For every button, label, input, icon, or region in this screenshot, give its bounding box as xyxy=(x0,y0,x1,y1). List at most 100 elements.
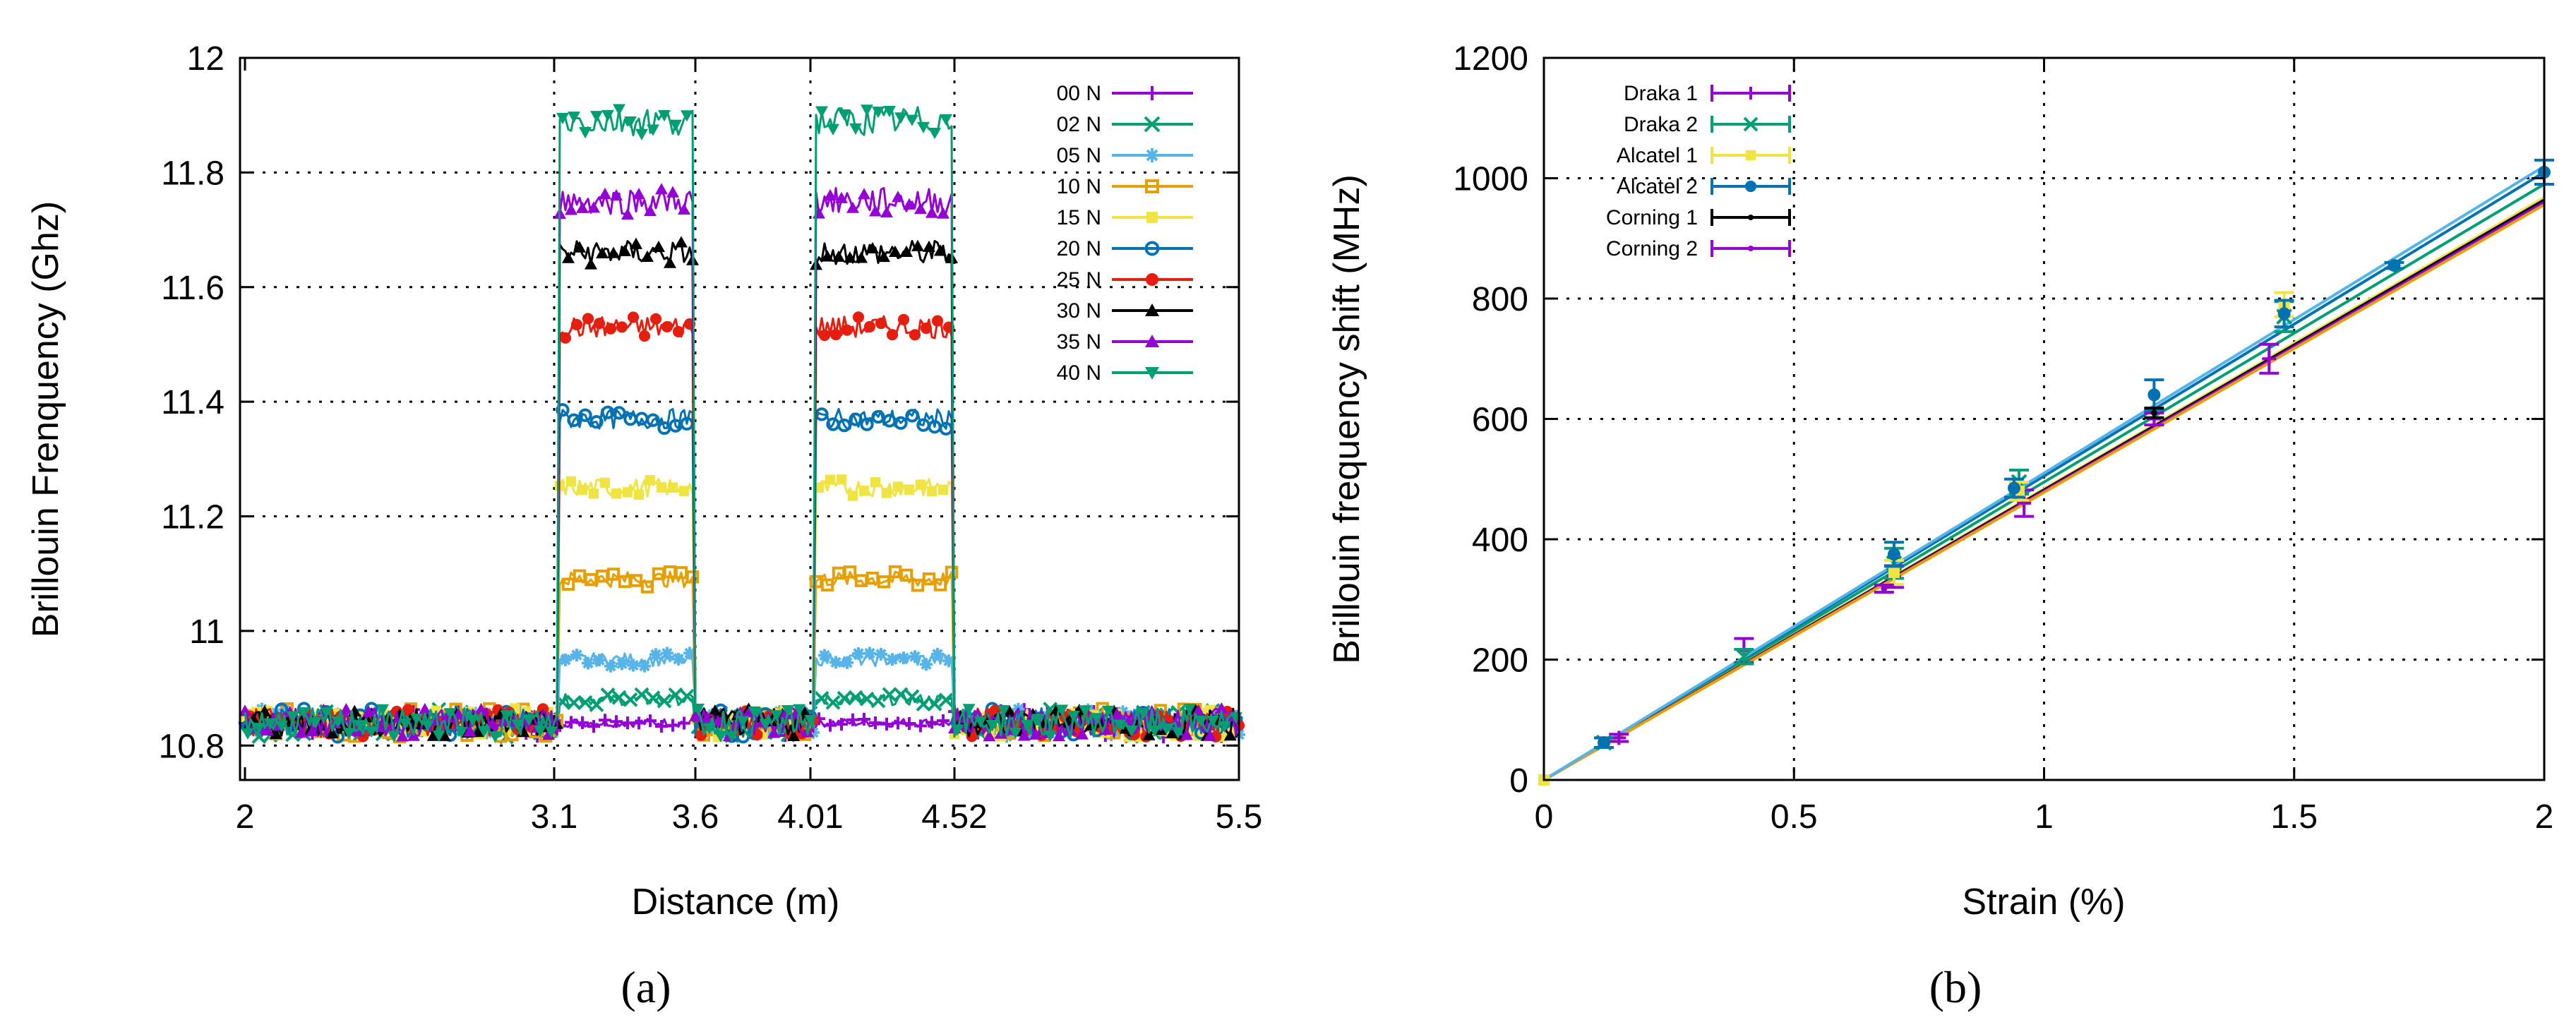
chart-a-legend-item: 40 N xyxy=(1057,361,1193,385)
data-point xyxy=(578,408,592,422)
data-point xyxy=(600,687,616,702)
legend-label: 00 N xyxy=(1057,82,1101,105)
legend-label: 05 N xyxy=(1057,144,1101,167)
data-point xyxy=(601,109,614,122)
data-point xyxy=(852,647,865,660)
data-point xyxy=(1180,728,1193,740)
data-point xyxy=(573,241,586,253)
data-point xyxy=(638,659,651,673)
data-point xyxy=(577,485,588,496)
series-line xyxy=(244,478,1240,738)
data-point xyxy=(616,321,628,333)
data-point xyxy=(297,707,311,719)
chart-b-y-axis-label: Brillouin frequency shift (MHz) xyxy=(1326,174,1367,664)
point-marker xyxy=(2388,259,2401,272)
legend-label: Draka 1 xyxy=(1624,82,1698,105)
data-point xyxy=(925,206,938,218)
point-marker xyxy=(1735,648,1752,665)
data-point xyxy=(748,706,761,719)
chart-a-y-tick-label: 11.2 xyxy=(161,499,224,536)
data-point xyxy=(1101,705,1115,717)
data-point xyxy=(852,311,865,323)
data-point xyxy=(959,711,973,723)
data-point xyxy=(832,250,845,262)
chart-b-y-tick-label: 1000 xyxy=(1453,161,1528,198)
data-point xyxy=(593,654,606,667)
data-point xyxy=(937,714,949,727)
chart-a-series-group xyxy=(239,104,1245,745)
data-point xyxy=(655,719,668,733)
data-point xyxy=(1215,702,1228,714)
data-point xyxy=(837,418,851,433)
data-point xyxy=(875,647,887,661)
data-point xyxy=(798,706,812,718)
chart-a-x-axis-label: Distance (m) xyxy=(632,882,840,923)
data-point xyxy=(443,708,457,720)
data-point xyxy=(1053,729,1066,742)
chart-a-y-axis-label: Brillouin Frenquency (Ghz) xyxy=(25,201,66,637)
data-point xyxy=(331,716,345,728)
chart-a-x-tick-label: 4.01 xyxy=(777,798,843,836)
chart-b-legend: Draka 1 Draka 2 Alcatel 1 Alcatel 2 Corning … xyxy=(1606,82,1791,260)
data-point xyxy=(645,690,661,706)
data-point xyxy=(736,716,750,728)
data-point xyxy=(951,724,964,736)
data-point xyxy=(633,188,645,200)
fit-line-extra-1 xyxy=(1542,164,2546,781)
data-point xyxy=(239,704,251,716)
data-point xyxy=(570,318,583,331)
data-point xyxy=(241,728,254,740)
data-point xyxy=(897,313,910,325)
legend-marker xyxy=(1146,212,1158,223)
legend-marker xyxy=(1144,241,1160,256)
data-point xyxy=(1090,713,1103,725)
data-point xyxy=(656,482,667,493)
data-point xyxy=(931,315,944,327)
data-point xyxy=(1609,731,1629,745)
data-point xyxy=(590,111,603,123)
data-point xyxy=(829,656,842,669)
data-point xyxy=(1203,729,1216,741)
data-point xyxy=(489,731,502,743)
data-point xyxy=(877,250,890,263)
point-marker xyxy=(1888,566,1900,578)
data-point xyxy=(917,121,930,133)
data-point xyxy=(869,716,882,729)
chart-b-legend-item: Draka 1 xyxy=(1624,82,1791,105)
data-point xyxy=(634,687,649,702)
data-point xyxy=(860,417,874,431)
data-point xyxy=(689,709,702,721)
data-point xyxy=(644,714,657,728)
data-point xyxy=(621,716,634,730)
data-point xyxy=(1874,583,1894,594)
legend-marker xyxy=(1145,304,1159,316)
data-point xyxy=(835,718,848,731)
data-point xyxy=(260,723,274,736)
data-point xyxy=(644,204,657,217)
data-point xyxy=(846,201,859,213)
data-point xyxy=(646,413,660,427)
data-point xyxy=(759,719,772,731)
data-point xyxy=(905,409,919,423)
data-point xyxy=(576,716,589,729)
data-point xyxy=(588,488,599,499)
point-marker xyxy=(2017,496,2032,510)
data-point xyxy=(669,119,682,131)
data-point xyxy=(1038,716,1051,728)
data-point xyxy=(838,109,851,121)
data-point xyxy=(421,720,434,732)
data-point xyxy=(556,403,570,417)
point-marker xyxy=(1598,736,1611,750)
legend-marker xyxy=(1744,87,1757,100)
data-point xyxy=(606,567,621,581)
data-point xyxy=(916,697,931,711)
data-point xyxy=(2259,342,2280,375)
data-point xyxy=(1734,648,1754,666)
chart-b-y-tick-label: 1200 xyxy=(1453,40,1528,78)
data-point xyxy=(915,479,926,490)
data-point xyxy=(566,695,582,710)
data-point xyxy=(1883,541,1904,568)
chart-panel-a: 10.8 11 11.2 11.4 11.6 11.8 12 2 3.1 3.6 4.01 4.52 5… xyxy=(25,40,1262,1012)
data-point xyxy=(1183,703,1197,716)
data-point xyxy=(1075,728,1089,740)
